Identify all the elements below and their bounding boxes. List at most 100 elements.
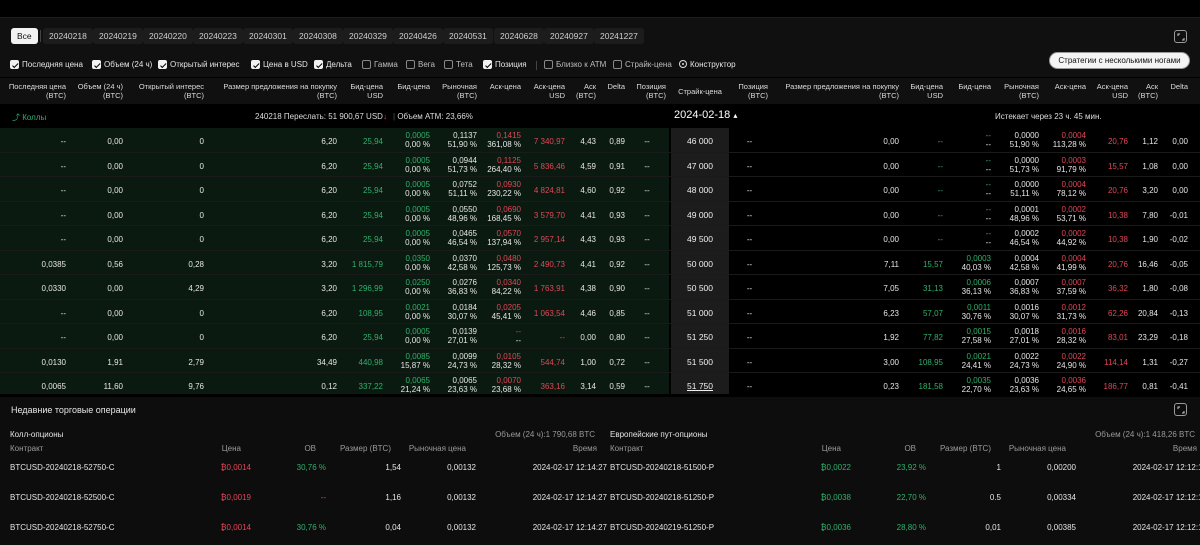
cell-ask[interactable]: 0,0570 137,94 %: [482, 229, 521, 247]
cell-bid[interactable]: 0,0011 30,76 %: [948, 303, 991, 321]
cell-mark[interactable]: 0,0099 24,73 %: [436, 352, 477, 370]
cell-open-interest[interactable]: 0: [128, 137, 204, 147]
col-header[interactable]: Аск (BTC): [576, 82, 596, 100]
cell-mark[interactable]: 0,0000 51,73 %: [996, 156, 1039, 174]
cell-bid-size[interactable]: 7,05: [771, 284, 899, 294]
cell-delta[interactable]: 0,89: [600, 137, 625, 147]
cell-mark[interactable]: 0,0036 23,63 %: [996, 376, 1039, 394]
cell-mark[interactable]: 0,0004 42,58 %: [996, 254, 1039, 272]
cell-bid-size[interactable]: 6,20: [208, 333, 337, 343]
cell-bid-usd[interactable]: 337,22: [340, 382, 383, 392]
cell-position[interactable]: --: [628, 162, 666, 172]
cell-bid-size[interactable]: 0,23: [771, 382, 899, 392]
cell-ask-usd[interactable]: 62,26: [1090, 309, 1128, 319]
cell-ask-size[interactable]: 4,41: [569, 211, 596, 221]
cell-bid[interactable]: 0,0005 0,00 %: [388, 229, 430, 247]
cell-volume[interactable]: 0,00: [70, 333, 123, 343]
expiry-tab[interactable]: 20240531: [443, 28, 493, 44]
cell-ask[interactable]: 0,0002 44,92 %: [1044, 229, 1086, 247]
cell-position[interactable]: --: [731, 235, 768, 245]
expiry-tab[interactable]: 20240308: [293, 28, 343, 44]
cell-ask-size[interactable]: 4,60: [569, 186, 596, 196]
cell-bid[interactable]: 0,0005 0,00 %: [388, 327, 430, 345]
cell-ask-size[interactable]: 0,81: [1132, 382, 1158, 392]
cell-bid[interactable]: 0,0003 40,03 %: [948, 254, 991, 272]
constructor-button[interactable]: Конструктор: [679, 59, 736, 71]
cell-ask[interactable]: 0,0004 41,99 %: [1044, 254, 1086, 272]
cell-volume[interactable]: 0,00: [70, 186, 123, 196]
cell-volume[interactable]: 0,00: [70, 235, 123, 245]
cell-delta[interactable]: 0,92: [600, 186, 625, 196]
cell-mark[interactable]: 0,0065 23,63 %: [436, 376, 477, 394]
option-delta[interactable]: Дельта: [314, 59, 352, 71]
cell-position[interactable]: --: [628, 284, 666, 294]
strike-price[interactable]: 46 000: [687, 136, 713, 146]
cell-volume[interactable]: 0,00: [70, 309, 123, 319]
col-header[interactable]: Последняя цена (BTC): [8, 82, 66, 100]
cell-bid-size[interactable]: 6,20: [208, 186, 337, 196]
cell-ask[interactable]: 0,0007 37,59 %: [1044, 278, 1086, 296]
trade-contract[interactable]: BTCUSD-20240219-51250-P: [610, 523, 715, 532]
cell-bid-usd[interactable]: 25,94: [340, 186, 383, 196]
cell-position[interactable]: --: [731, 260, 768, 270]
strike-price[interactable]: 51 500: [687, 356, 713, 367]
col-header[interactable]: Аск-цена USD: [1096, 82, 1128, 100]
cell-bid-usd[interactable]: --: [903, 235, 943, 245]
cell-mark[interactable]: 0,1137 51,90 %: [436, 131, 477, 149]
cell-delta[interactable]: -0,02: [1162, 235, 1188, 245]
cell-volume[interactable]: 0,00: [70, 137, 123, 147]
strike-price[interactable]: 48 000: [687, 185, 713, 195]
cell-bid-size[interactable]: 6,20: [208, 235, 337, 245]
cell-ask-size[interactable]: 7,80: [1132, 211, 1158, 221]
cell-bid-usd[interactable]: 25,94: [340, 162, 383, 172]
cell-ask-usd[interactable]: 15,57: [1090, 162, 1128, 172]
cell-bid-usd[interactable]: 181,58: [903, 382, 943, 392]
cell-bid-usd[interactable]: 25,94: [340, 333, 383, 343]
expand-icon[interactable]: [1174, 403, 1187, 416]
cell-position[interactable]: --: [731, 382, 768, 392]
cell-ask-usd[interactable]: 36,32: [1090, 284, 1128, 294]
col-header[interactable]: Объем (24 ч) (BTC): [77, 82, 123, 100]
cell-delta[interactable]: 0,00: [1162, 162, 1188, 172]
cell-ask-size[interactable]: 4,43: [569, 137, 596, 147]
strike-price[interactable]: 47 000: [687, 160, 713, 171]
cell-open-interest[interactable]: 2,79: [128, 358, 204, 368]
cell-open-interest[interactable]: 0: [128, 235, 204, 245]
cell-bid-usd[interactable]: 25,94: [340, 235, 383, 245]
cell-bid-usd[interactable]: 440,98: [340, 358, 383, 368]
cell-delta[interactable]: -0,05: [1162, 260, 1188, 270]
strike-price[interactable]: 50 500: [687, 283, 713, 293]
cell-mark[interactable]: 0,0465 46,54 %: [436, 229, 477, 247]
cell-ask[interactable]: 0,1125 264,40 %: [482, 156, 521, 174]
cell-delta[interactable]: -0,18: [1162, 333, 1188, 343]
cell-ask[interactable]: 0,0012 31,73 %: [1044, 303, 1086, 321]
cell-position[interactable]: --: [628, 186, 666, 196]
cell-bid-size[interactable]: 6,20: [208, 309, 337, 319]
col-header[interactable]: Аск-цена: [489, 82, 521, 91]
cell-ask-size[interactable]: 16,46: [1132, 260, 1158, 270]
cell-mark[interactable]: 0,0550 48,96 %: [436, 205, 477, 223]
cell-last-price[interactable]: --: [2, 162, 66, 172]
cell-bid[interactable]: 0,0015 27,58 %: [948, 327, 991, 345]
col-header[interactable]: Размер предложения на покупку (BTC): [785, 82, 899, 100]
cell-ask[interactable]: 0,0105 28,32 %: [482, 352, 521, 370]
cell-ask[interactable]: 0,0003 91,79 %: [1044, 156, 1086, 174]
cell-ask[interactable]: 0,0036 24,65 %: [1044, 376, 1086, 394]
cell-bid[interactable]: 0,0085 15,87 %: [388, 352, 430, 370]
cell-last-price[interactable]: --: [2, 333, 66, 343]
cell-position[interactable]: --: [628, 382, 666, 392]
cell-delta[interactable]: 0,80: [600, 333, 625, 343]
cell-delta[interactable]: 0,72: [600, 358, 625, 368]
cell-last-price[interactable]: 0,0130: [2, 358, 66, 368]
cell-ask-size[interactable]: 4,41: [569, 260, 596, 270]
cell-open-interest[interactable]: 0: [128, 186, 204, 196]
strike-price[interactable]: 50 000: [687, 258, 713, 269]
cell-ask[interactable]: 0,0690 168,45 %: [482, 205, 521, 223]
cell-last-price[interactable]: 0,0330: [2, 284, 66, 294]
cell-volume[interactable]: 1,91: [70, 358, 123, 368]
cell-mark[interactable]: 0,0276 36,83 %: [436, 278, 477, 296]
cell-bid-usd[interactable]: --: [903, 137, 943, 147]
cell-last-price[interactable]: 0,0385: [2, 260, 66, 270]
cell-bid-size[interactable]: 34,49: [208, 358, 337, 368]
cell-bid-size[interactable]: 0,00: [771, 137, 899, 147]
